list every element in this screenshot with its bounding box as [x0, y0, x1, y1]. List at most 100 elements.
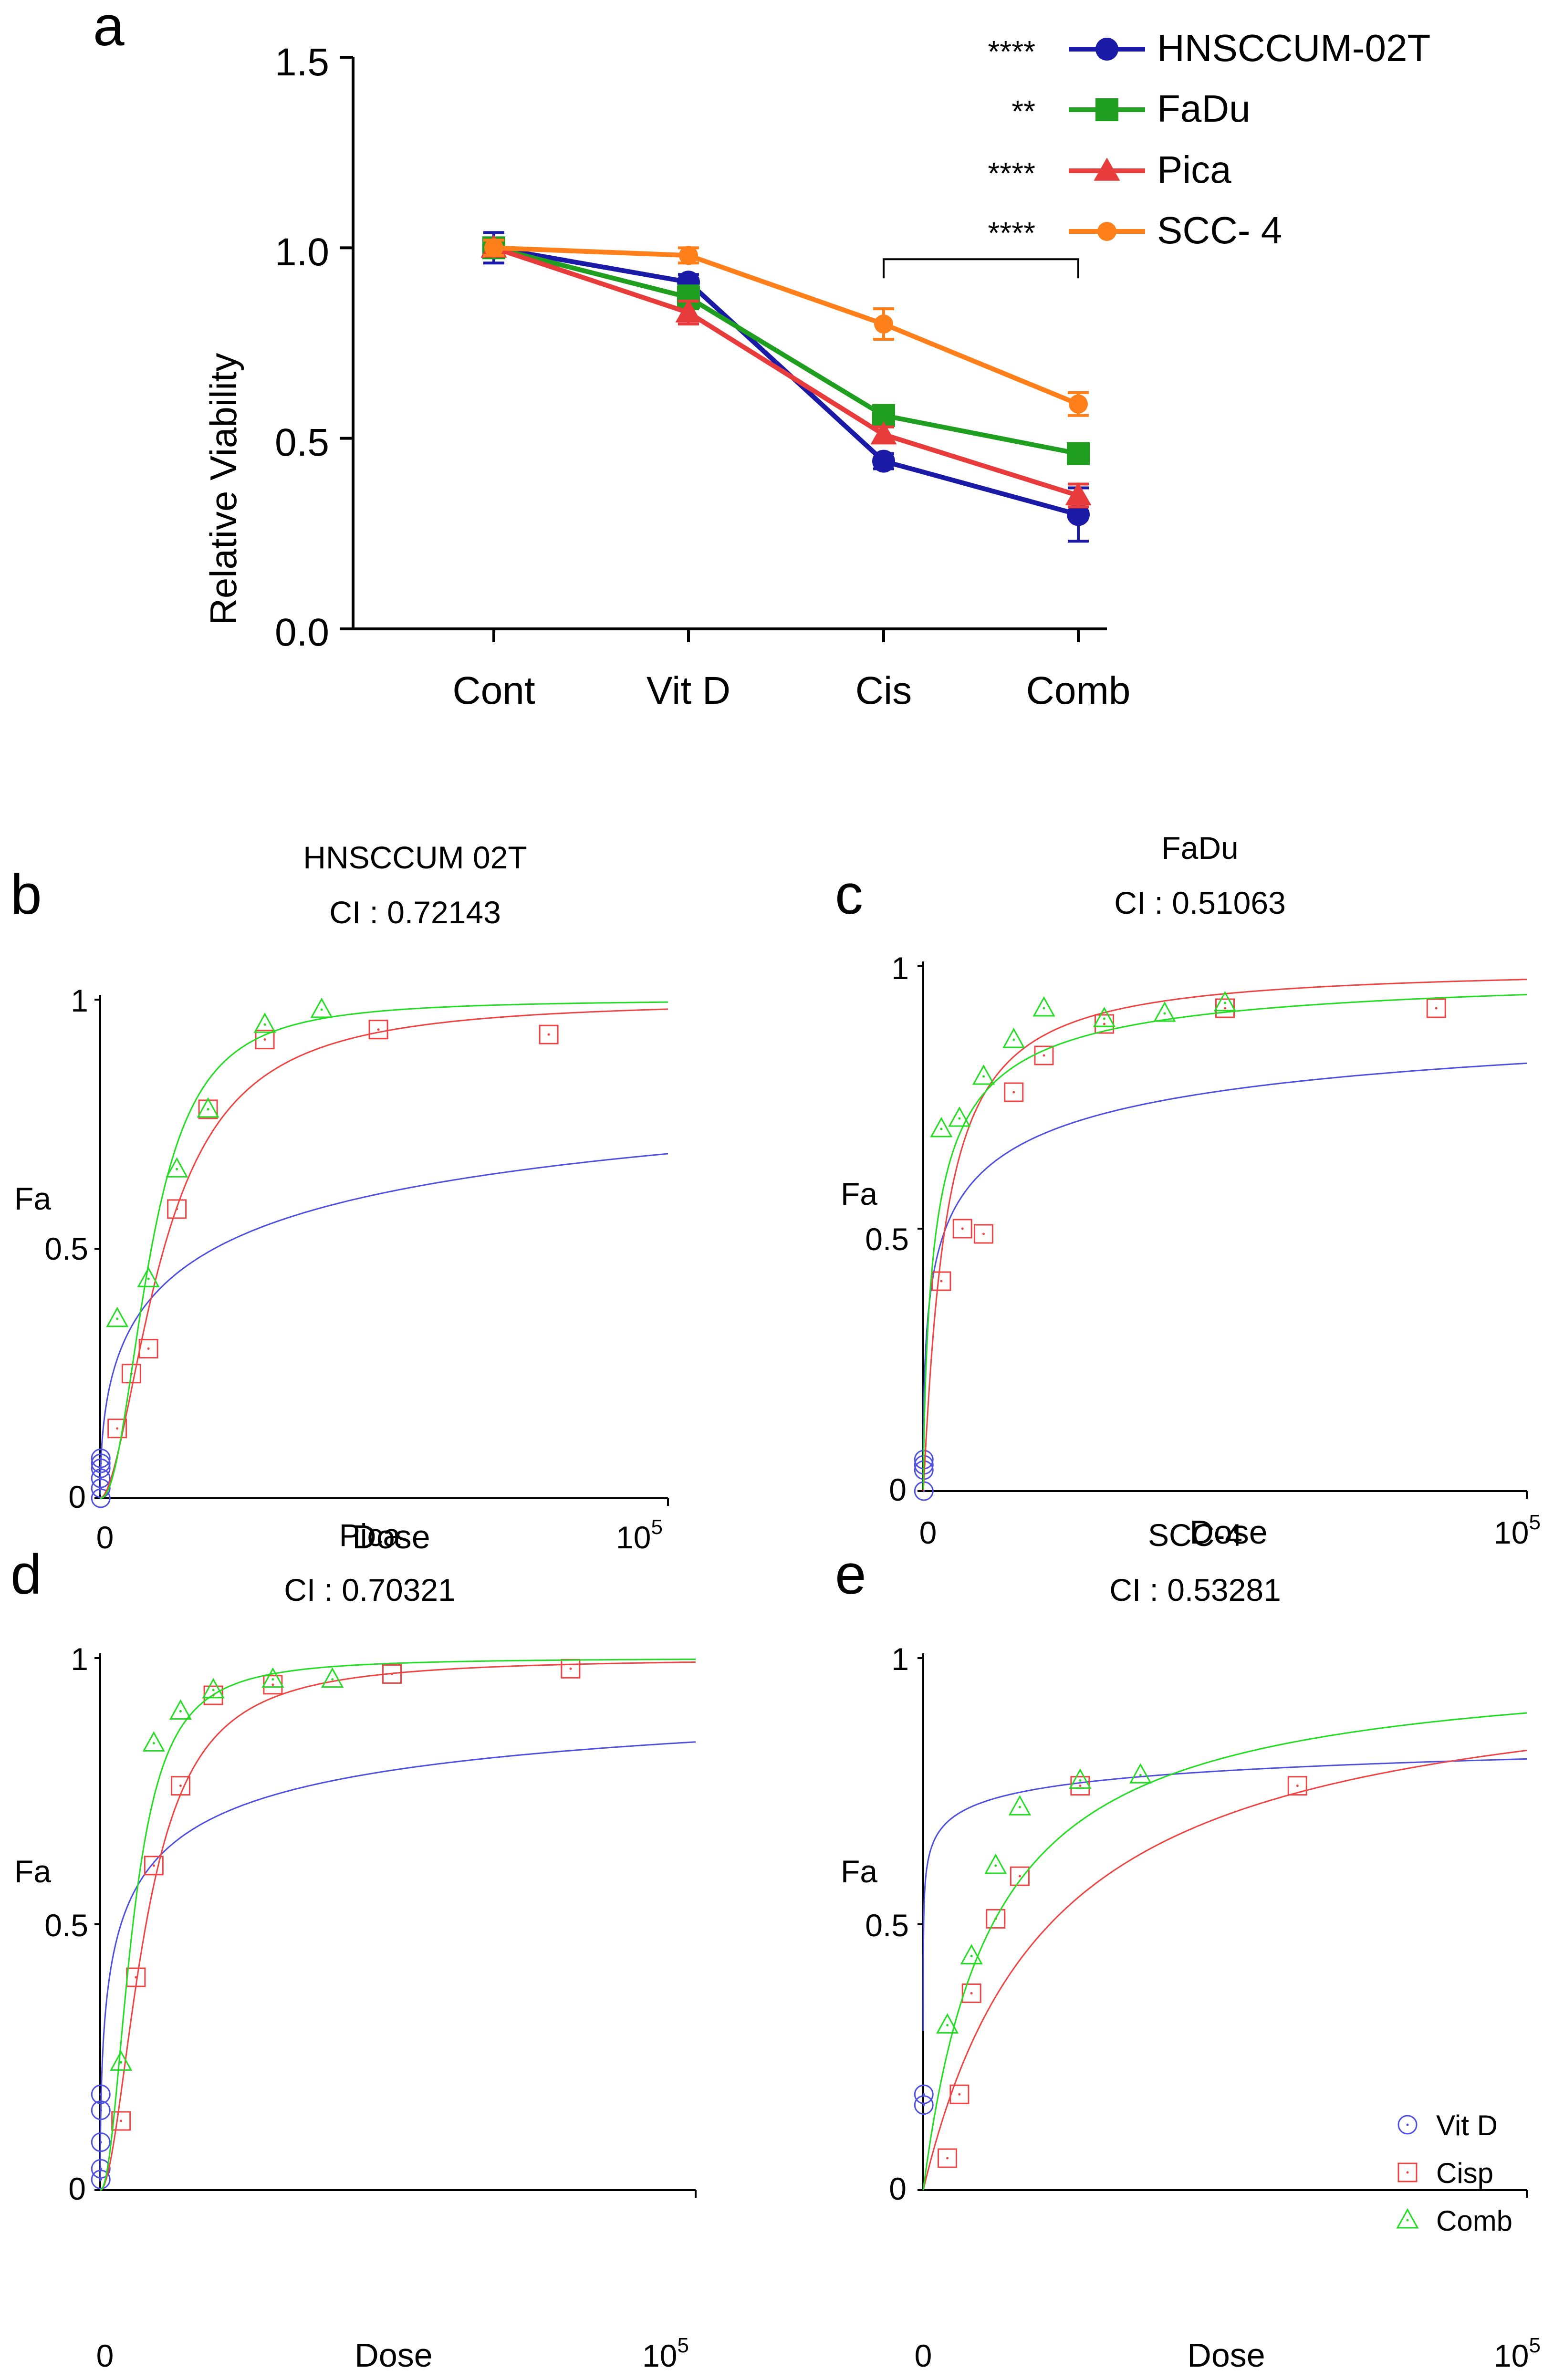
comb-marker-triangle — [1002, 1027, 1025, 1048]
comb-marker-triangle — [948, 1106, 971, 1127]
panel-d-point-cisp — [111, 2111, 131, 2131]
panel-a-legend-item-pica — [1069, 157, 1145, 181]
panel-b-point-vit-d — [91, 1453, 111, 1473]
marker-center-dot — [958, 1117, 961, 1120]
panel-d-point-cisp — [382, 1664, 402, 1684]
legend-symbol-vit-d — [1397, 2115, 1418, 2135]
panel-d-plot — [91, 1653, 697, 2198]
panel-c-point-comb — [1032, 996, 1055, 1017]
marker-center-dot — [120, 2061, 123, 2064]
panel-b-fit-curve-vit-d — [99, 1153, 668, 1495]
marker-center-dot — [99, 2178, 102, 2181]
panel-a-point — [1067, 442, 1090, 465]
panel-d-ytick-0: 0 — [68, 2171, 86, 2206]
panel-e-series-vit-d — [914, 1758, 1527, 2115]
marker-center-dot — [970, 1992, 973, 1994]
comb-marker-triangle — [1093, 1006, 1116, 1027]
marker-center-dot — [1012, 1091, 1015, 1094]
panel-letter-d: d — [10, 1543, 42, 1606]
panel-b-point-comb — [197, 1097, 219, 1118]
comb-marker-triangle — [106, 1306, 129, 1327]
comb-marker-triangle — [202, 1678, 225, 1699]
cisp-marker-square — [1426, 998, 1446, 1018]
marker-center-dot — [940, 1127, 943, 1130]
cisp-marker-square — [1010, 1866, 1030, 1886]
panel-d-xtick-exp: 5 — [677, 2334, 688, 2357]
marker-center-dot — [1406, 2123, 1409, 2126]
marker-center-dot — [1224, 1007, 1226, 1010]
marker-center-dot — [179, 1710, 182, 1712]
comb-marker-triangle — [142, 1731, 165, 1752]
panel-b-fit-curve-cisp — [100, 1008, 668, 1499]
marker-center-dot — [152, 1864, 155, 1867]
panel-d-point-comb — [261, 1667, 284, 1688]
panel-e-xlabel: Dose — [1187, 2337, 1265, 2374]
panel-a-series-line — [493, 245, 1079, 498]
panel-d-ytick-0-5: 0.5 — [44, 1908, 88, 1943]
comb-marker-triangle — [253, 1013, 276, 1033]
panel-a-point — [484, 238, 503, 258]
cisp-marker-square — [368, 1020, 388, 1040]
legend-label-hnsccum: HNSCCUM-02T — [1157, 27, 1430, 69]
panel-c-xtick-exp: 5 — [1529, 1511, 1540, 1534]
marker-center-dot — [961, 1227, 964, 1230]
panel-e-point-cisp — [1010, 1866, 1030, 1886]
panel-b-point-cisp — [167, 1199, 187, 1219]
panel-b-title: HNSCCUM 02T — [303, 840, 527, 875]
marker-center-dot — [982, 1075, 985, 1078]
comb-marker-triangle — [984, 1853, 1007, 1874]
vitd-marker-ring — [91, 2132, 111, 2152]
panel-d-point-vit-d — [91, 2084, 111, 2104]
legend-label-fadu: FaDu — [1157, 87, 1251, 130]
panel-c-point-comb — [1153, 1001, 1176, 1022]
panel-b-point-comb — [137, 1267, 160, 1287]
panel-e-xtick-exp: 5 — [1529, 2334, 1540, 2357]
panel-b-xtick-base: 10 — [616, 1520, 651, 1555]
panel-a-point — [1069, 394, 1088, 414]
panel-a-xtick-cis: Cis — [855, 669, 912, 712]
panel-c-ylabel: Fa — [841, 1176, 877, 1211]
panel-c-point-comb — [972, 1064, 995, 1085]
panel-b-point-cisp — [138, 1339, 158, 1358]
panel-d-ytick-1: 1 — [71, 1641, 88, 1677]
panel-a-legend-item-scc-4 — [1069, 222, 1145, 241]
marker-center-dot — [1224, 1002, 1226, 1004]
panel-d-subtitle: CI : 0.70321 — [284, 1572, 456, 1608]
comb-marker-triangle — [1129, 1763, 1152, 1784]
panel-d-point-comb — [169, 1699, 192, 1720]
panel-e-xtick-base: 10 — [1494, 2338, 1529, 2373]
cisp-marker-square — [938, 2148, 958, 2168]
panel-d-title: Pica — [339, 1517, 401, 1553]
marker-center-dot — [271, 1683, 274, 1686]
vitd-marker-ring — [914, 2084, 934, 2104]
marker-center-dot — [1012, 1038, 1015, 1041]
panel-a-point — [675, 299, 702, 323]
panel-e-point-comb — [1008, 1795, 1031, 1816]
panel-e-series-cisp — [922, 1750, 1527, 2191]
cisp-marker-square — [949, 2084, 970, 2104]
panel-a-series-scc-4 — [483, 238, 1089, 417]
panel-c-fit-curve-cisp — [922, 979, 1527, 1492]
panel-a-xtick-comb: Comb — [1026, 669, 1131, 712]
panel-a-point — [1067, 503, 1090, 526]
panel-a-plot — [340, 38, 1145, 642]
panel-b-point-cisp — [368, 1020, 388, 1040]
vitd-marker-ring — [1397, 2115, 1418, 2135]
panel-c-xtick-max: 105 — [1494, 1511, 1541, 1550]
panel-b-ytick-1: 1 — [71, 983, 88, 1018]
marker-center-dot — [1043, 1007, 1045, 1010]
panel-d-fit-curve-cisp — [100, 1661, 696, 2191]
cisp-marker-square — [144, 1856, 164, 1876]
vitd-marker-ring — [91, 2100, 111, 2120]
panel-c-subtitle: CI : 0.51063 — [1114, 885, 1286, 920]
marker-center-dot — [176, 1208, 178, 1211]
legend-symbol-cisp — [1397, 2162, 1418, 2182]
panel-e-ytick-0: 0 — [889, 2171, 907, 2206]
panel-a-point — [872, 449, 895, 473]
panel-b-xlabel: Dose — [352, 1518, 430, 1555]
marker-center-dot — [940, 1280, 943, 1283]
panel-e-ytick-1: 1 — [891, 1641, 909, 1677]
cisp-marker-square — [138, 1339, 158, 1358]
cisp-marker-square — [1397, 2162, 1418, 2182]
panel-d-fit-curve-vit-d — [99, 1741, 696, 2182]
